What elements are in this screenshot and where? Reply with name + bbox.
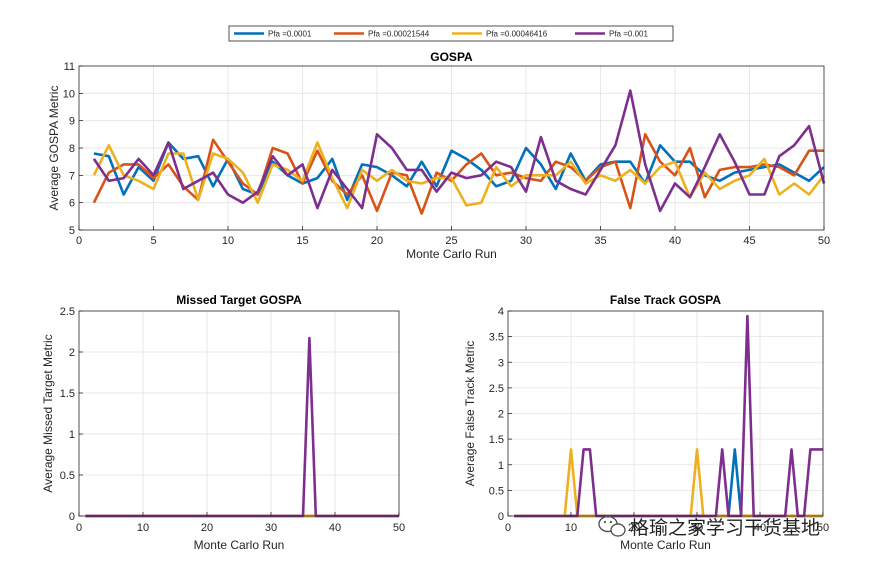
x-tick-label: 20 [628, 522, 640, 534]
x-tick-label: 20 [371, 235, 383, 247]
x-tick-label: 45 [743, 235, 755, 247]
legend-label: Pfa =0.00046416 [486, 30, 548, 39]
watermark: 格瑜之家学习干货基地 [598, 515, 820, 539]
x-tick-label: 15 [296, 235, 308, 247]
legend-label: Pfa =0.001 [609, 30, 648, 39]
legend-label: Pfa =0.00021544 [368, 30, 430, 39]
x-tick-label: 0 [505, 522, 511, 534]
x-axis-label: Monte Carlo Run [406, 247, 497, 261]
chart-title: GOSPA [430, 50, 473, 64]
chart-title: False Track GOSPA [610, 293, 721, 307]
missed-target-chart: 0 10 20 30 40 50 0 0.5 1 1.5 2 2.5 Missed Target GOS… [41, 293, 405, 552]
legend-entry: Pfa =0.0001 [234, 30, 312, 39]
plot-area [79, 311, 399, 516]
x-tick-label: 40 [329, 522, 341, 534]
y-tick-label: 1 [69, 429, 75, 441]
legend-label: Pfa =0.0001 [268, 30, 312, 39]
y-tick-label: 11 [64, 61, 75, 73]
y-tick-label: 1.5 [489, 434, 504, 446]
x-tick-label: 5 [150, 235, 156, 247]
legend-box [228, 25, 674, 42]
y-tick-label: 2 [498, 409, 504, 421]
chart-title: Missed Target GOSPA [176, 293, 302, 307]
false-track-chart: 0 10 20 30 40 50 0 0.5 1 1.5 2 2.5 3 3.5 4 False Track … [463, 293, 829, 552]
x-tick-label: 50 [393, 522, 405, 534]
x-tick-label: 30 [520, 235, 532, 247]
y-tick-label: 2 [69, 347, 75, 359]
y-tick-label: 6 [69, 198, 75, 210]
x-tick-label: 0 [76, 235, 82, 247]
y-tick-label: 0 [69, 511, 75, 523]
y-axis-label: Average GOSPA Metric [47, 86, 61, 211]
y-tick-label: 0.5 [60, 470, 75, 482]
x-tick-label: 30 [691, 522, 703, 534]
y-tick-label: 3 [498, 357, 504, 369]
x-tick-label: 50 [817, 522, 829, 534]
x-tick-label: 10 [222, 235, 234, 247]
y-tick-label: 7 [69, 170, 75, 182]
y-tick-label: 8 [69, 143, 75, 155]
y-tick-label: 10 [63, 88, 75, 100]
x-tick-label: 50 [818, 235, 830, 247]
y-tick-label: 1 [498, 460, 504, 472]
x-tick-label: 10 [565, 522, 577, 534]
y-tick-label: 9 [69, 116, 75, 128]
y-tick-label: 5 [69, 225, 75, 237]
x-tick-label: 10 [137, 522, 149, 534]
x-tick-label: 35 [594, 235, 606, 247]
y-tick-label: 0.5 [489, 485, 504, 497]
x-tick-label: 40 [754, 522, 766, 534]
y-tick-label: 3.5 [489, 332, 504, 344]
y-axis-label: Average Missed Target Metric [41, 334, 55, 492]
legend: Pfa =0.0001 Pfa =0.00021544 Pfa =0.00046… [228, 25, 674, 42]
series-line-3 [92, 141, 826, 210]
y-tick-label: 2.5 [60, 306, 75, 318]
axes-frame [78, 310, 400, 517]
gospa-chart: 0 5 10 15 20 25 30 35 40 45 50567891011GOSPAMonte … [47, 50, 830, 261]
x-tick-label: 20 [201, 522, 213, 534]
y-tick-label: 0 [498, 511, 504, 523]
y-tick-label: 1.5 [60, 388, 75, 400]
x-tick-label: 0 [76, 522, 82, 534]
x-tick-label: 25 [445, 235, 457, 247]
y-tick-label: 4 [498, 306, 504, 318]
x-axis-label: Monte Carlo Run [620, 538, 711, 552]
y-axis-label: Average False Track Metric [463, 341, 477, 487]
x-axis-label: Monte Carlo Run [194, 538, 285, 552]
legend-entry: Pfa =0.00046416 [452, 30, 548, 39]
wechat-icon [598, 515, 626, 537]
series-line-2 [92, 133, 824, 215]
y-tick-label: 2.5 [489, 383, 504, 395]
watermark-text: 格瑜之家学习干货基地 [630, 517, 820, 539]
x-tick-label: 30 [265, 522, 277, 534]
legend-entry: Pfa =0.00021544 [334, 30, 430, 39]
x-tick-label: 40 [669, 235, 681, 247]
legend-entry: Pfa =0.001 [575, 30, 648, 39]
series-line-4 [92, 89, 826, 213]
